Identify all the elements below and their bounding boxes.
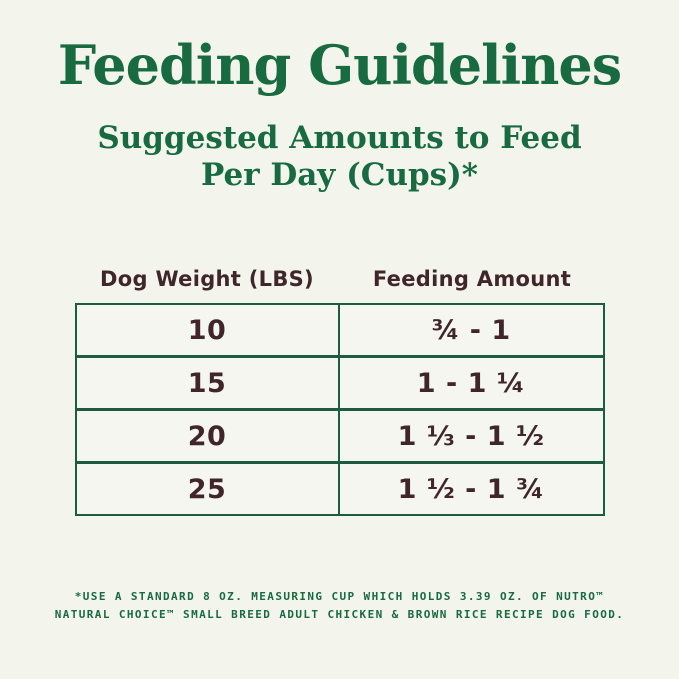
feeding-amount-cell: 1 ½ - 1 ¾ [397,473,545,505]
footnote-line-1: *USE A STANDARD 8 OZ. MEASURING CUP WHIC… [74,590,605,604]
page-title: Feeding Guidelines [57,33,622,97]
feeding-amount-cell: 1 - 1 ¼ [416,367,526,399]
table-row: 20 1 ⅓ - 1 ½ [76,411,603,465]
subtitle-line-2: Per Day (Cups)* [201,156,478,193]
table-row: 10 ¾ - 1 [76,305,603,359]
feeding-amount-cell: 1 ⅓ - 1 ½ [397,420,545,452]
table-body: 10 ¾ - 1 15 1 - 1 ¼ 20 1 ⅓ - 1 ½ 25 1 ½ … [74,303,605,517]
dog-weight-cell: 15 [77,358,340,409]
dog-weight-cell: 10 [77,305,340,356]
table-row: 15 1 - 1 ¼ [76,358,603,412]
footnote-line-2: NATURAL CHOICE™ SMALL BREED ADULT CHICKE… [54,608,625,622]
footnote: *USE A STANDARD 8 OZ. MEASURING CUP WHIC… [0,588,679,624]
dog-weight-cell: 20 [77,411,340,462]
feeding-amount-cell: ¾ - 1 [431,314,511,346]
column-header-dog-weight: Dog Weight (LBS) [100,267,314,292]
table-header-row: Dog Weight (LBS) Feeding Amount [75,267,605,291]
dog-weight-cell: 25 [77,464,340,515]
page-subtitle: Suggested Amounts to Feed Per Day (Cups)… [0,120,679,193]
subtitle-line-1: Suggested Amounts to Feed [97,120,582,157]
column-header-feeding-amount: Feeding Amount [372,267,572,292]
feeding-table: Dog Weight (LBS) Feeding Amount 10 ¾ - 1… [74,267,605,517]
table-row: 25 1 ½ - 1 ¾ [77,464,603,515]
